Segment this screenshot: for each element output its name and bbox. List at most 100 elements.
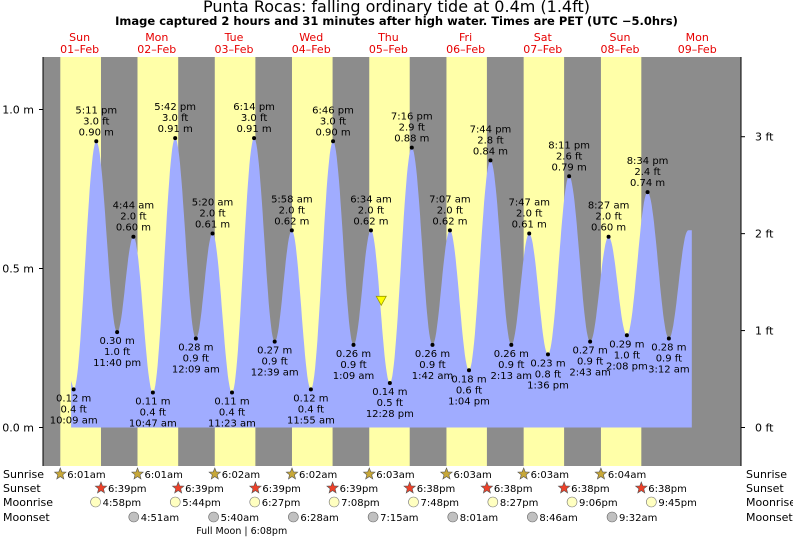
tide-point bbox=[289, 228, 294, 233]
tide-time: 7:47 am bbox=[508, 198, 550, 209]
tide-time: 5:58 am bbox=[271, 194, 313, 205]
sun-moon-rows: SunriseSunsetMoonriseMoonsetSunriseSunse… bbox=[3, 467, 793, 537]
tide-feet: 0.9 ft bbox=[656, 353, 682, 364]
tide-metres: 0.91 m bbox=[158, 124, 193, 135]
tide-metres: 0.26 m bbox=[415, 349, 450, 360]
moonset-icon bbox=[367, 511, 379, 523]
tide-feet: 0.8 ft bbox=[535, 369, 561, 380]
sunset-time: 6:38pm bbox=[494, 484, 533, 495]
tide-point bbox=[71, 387, 76, 392]
tide-point bbox=[409, 145, 414, 150]
tide-feet: 0.9 ft bbox=[577, 357, 603, 368]
tide-feet: 2.0 ft bbox=[358, 205, 384, 216]
tide-time: 6:14 pm bbox=[233, 102, 275, 113]
tide-metres: 0.12 m bbox=[293, 393, 328, 404]
sunset-icon bbox=[634, 481, 648, 494]
tide-metres: 0.90 m bbox=[315, 127, 350, 138]
day-name: Sat bbox=[534, 31, 553, 44]
sunrise-time: 6:03am bbox=[531, 470, 569, 481]
sunrise-time: 6:04am bbox=[608, 470, 646, 481]
tide-feet: 3.0 ft bbox=[83, 116, 109, 127]
row-label-left: Moonrise bbox=[3, 496, 53, 509]
tide-time: 5:11 pm bbox=[75, 105, 117, 116]
tide-metres: 0.60 m bbox=[591, 223, 626, 234]
tide-time: 8:11 pm bbox=[548, 140, 590, 151]
tide-time: 10:47 am bbox=[129, 419, 177, 430]
tide-metres: 0.62 m bbox=[274, 216, 309, 227]
row-label-left: Sunset bbox=[3, 482, 41, 495]
full-moon-label: Full Moon | 6:08pm bbox=[196, 526, 287, 537]
moonrise-time: 9:06pm bbox=[579, 498, 618, 509]
moonrise-time: 6:27pm bbox=[262, 498, 301, 509]
row-label-left: Sunrise bbox=[3, 468, 44, 481]
row-label-right: Sunset bbox=[746, 482, 784, 495]
tide-point bbox=[567, 174, 572, 179]
tide-metres: 0.30 m bbox=[100, 336, 135, 347]
tide-time: 2:13 am bbox=[491, 371, 533, 382]
moonset-time: 4:51am bbox=[141, 513, 179, 524]
day-date: 05–Feb bbox=[369, 43, 408, 56]
current-tide-marker bbox=[375, 295, 387, 307]
tide-point bbox=[666, 336, 671, 341]
tide-metres: 0.90 m bbox=[79, 127, 114, 138]
tide-time: 7:16 pm bbox=[391, 112, 433, 123]
sunset-time: 6:39pm bbox=[262, 484, 301, 495]
tide-point bbox=[447, 228, 452, 233]
tide-point bbox=[252, 136, 257, 141]
chart-title: Punta Rocas: falling ordinary tide at 0.… bbox=[203, 0, 590, 16]
tide-metres: 0.61 m bbox=[512, 220, 547, 231]
tide-metres: 0.27 m bbox=[257, 346, 292, 357]
tide-time: 2:43 am bbox=[569, 368, 611, 379]
day-date: 02–Feb bbox=[137, 43, 176, 56]
tide-time: 6:34 am bbox=[350, 194, 392, 205]
tide-feet: 0.9 ft bbox=[340, 360, 366, 371]
moonset-time: 7:15am bbox=[380, 513, 418, 524]
chart-subtitle: Image captured 2 hours and 31 minutes af… bbox=[115, 14, 678, 28]
moonrise-time: 7:48pm bbox=[420, 498, 459, 509]
tide-feet: 0.9 ft bbox=[419, 360, 445, 371]
moonset-icon bbox=[606, 511, 618, 523]
tide-feet: 3.0 ft bbox=[320, 116, 346, 127]
tide-point bbox=[131, 234, 136, 239]
left-tick-label: 0.0 m bbox=[2, 422, 34, 435]
tide-point bbox=[150, 390, 155, 395]
tide-metres: 0.84 m bbox=[473, 146, 508, 157]
tide-area bbox=[71, 138, 692, 428]
tide-point bbox=[645, 190, 650, 195]
moonrise-time: 4:58pm bbox=[103, 498, 142, 509]
tide-time: 11:40 pm bbox=[93, 358, 141, 369]
sunrise-icon bbox=[594, 467, 608, 480]
sunset-icon bbox=[557, 481, 571, 494]
tide-curve bbox=[71, 138, 692, 428]
tide-feet: 0.6 ft bbox=[456, 385, 482, 396]
tide-time: 12:39 am bbox=[251, 368, 299, 379]
moonrise-icon bbox=[487, 496, 499, 508]
tide-point bbox=[545, 352, 550, 357]
moonset-time: 8:46am bbox=[539, 513, 577, 524]
tide-metres: 0.11 m bbox=[214, 397, 249, 408]
sunrise-time: 6:03am bbox=[453, 470, 491, 481]
tide-feet: 0.4 ft bbox=[60, 404, 86, 415]
tide-feet: 0.4 ft bbox=[140, 408, 166, 419]
day-name: Mon bbox=[145, 31, 168, 44]
moonset-icon bbox=[288, 511, 299, 523]
day-name: Tue bbox=[224, 31, 244, 44]
tide-point bbox=[210, 231, 215, 236]
tide-time: 5:20 am bbox=[192, 198, 234, 209]
moonset-time: 6:28am bbox=[300, 513, 338, 524]
tide-feet: 2.0 ft bbox=[120, 212, 146, 223]
right-tick-label: 1 ft bbox=[755, 325, 774, 338]
tide-point bbox=[466, 368, 471, 373]
tide-point bbox=[331, 139, 336, 144]
moonrise-time: 8:27pm bbox=[500, 498, 539, 509]
moonset-icon bbox=[527, 511, 538, 523]
sunset-icon bbox=[248, 481, 262, 494]
left-tick-label: 0.5 m bbox=[2, 263, 34, 276]
tide-point bbox=[488, 158, 493, 163]
tide-point bbox=[624, 333, 629, 338]
day-name: Thu bbox=[377, 31, 399, 44]
moonset-icon bbox=[128, 511, 140, 523]
day-date: 08–Feb bbox=[601, 43, 640, 56]
tide-metres: 0.79 m bbox=[552, 162, 587, 173]
tide-point bbox=[387, 380, 392, 385]
